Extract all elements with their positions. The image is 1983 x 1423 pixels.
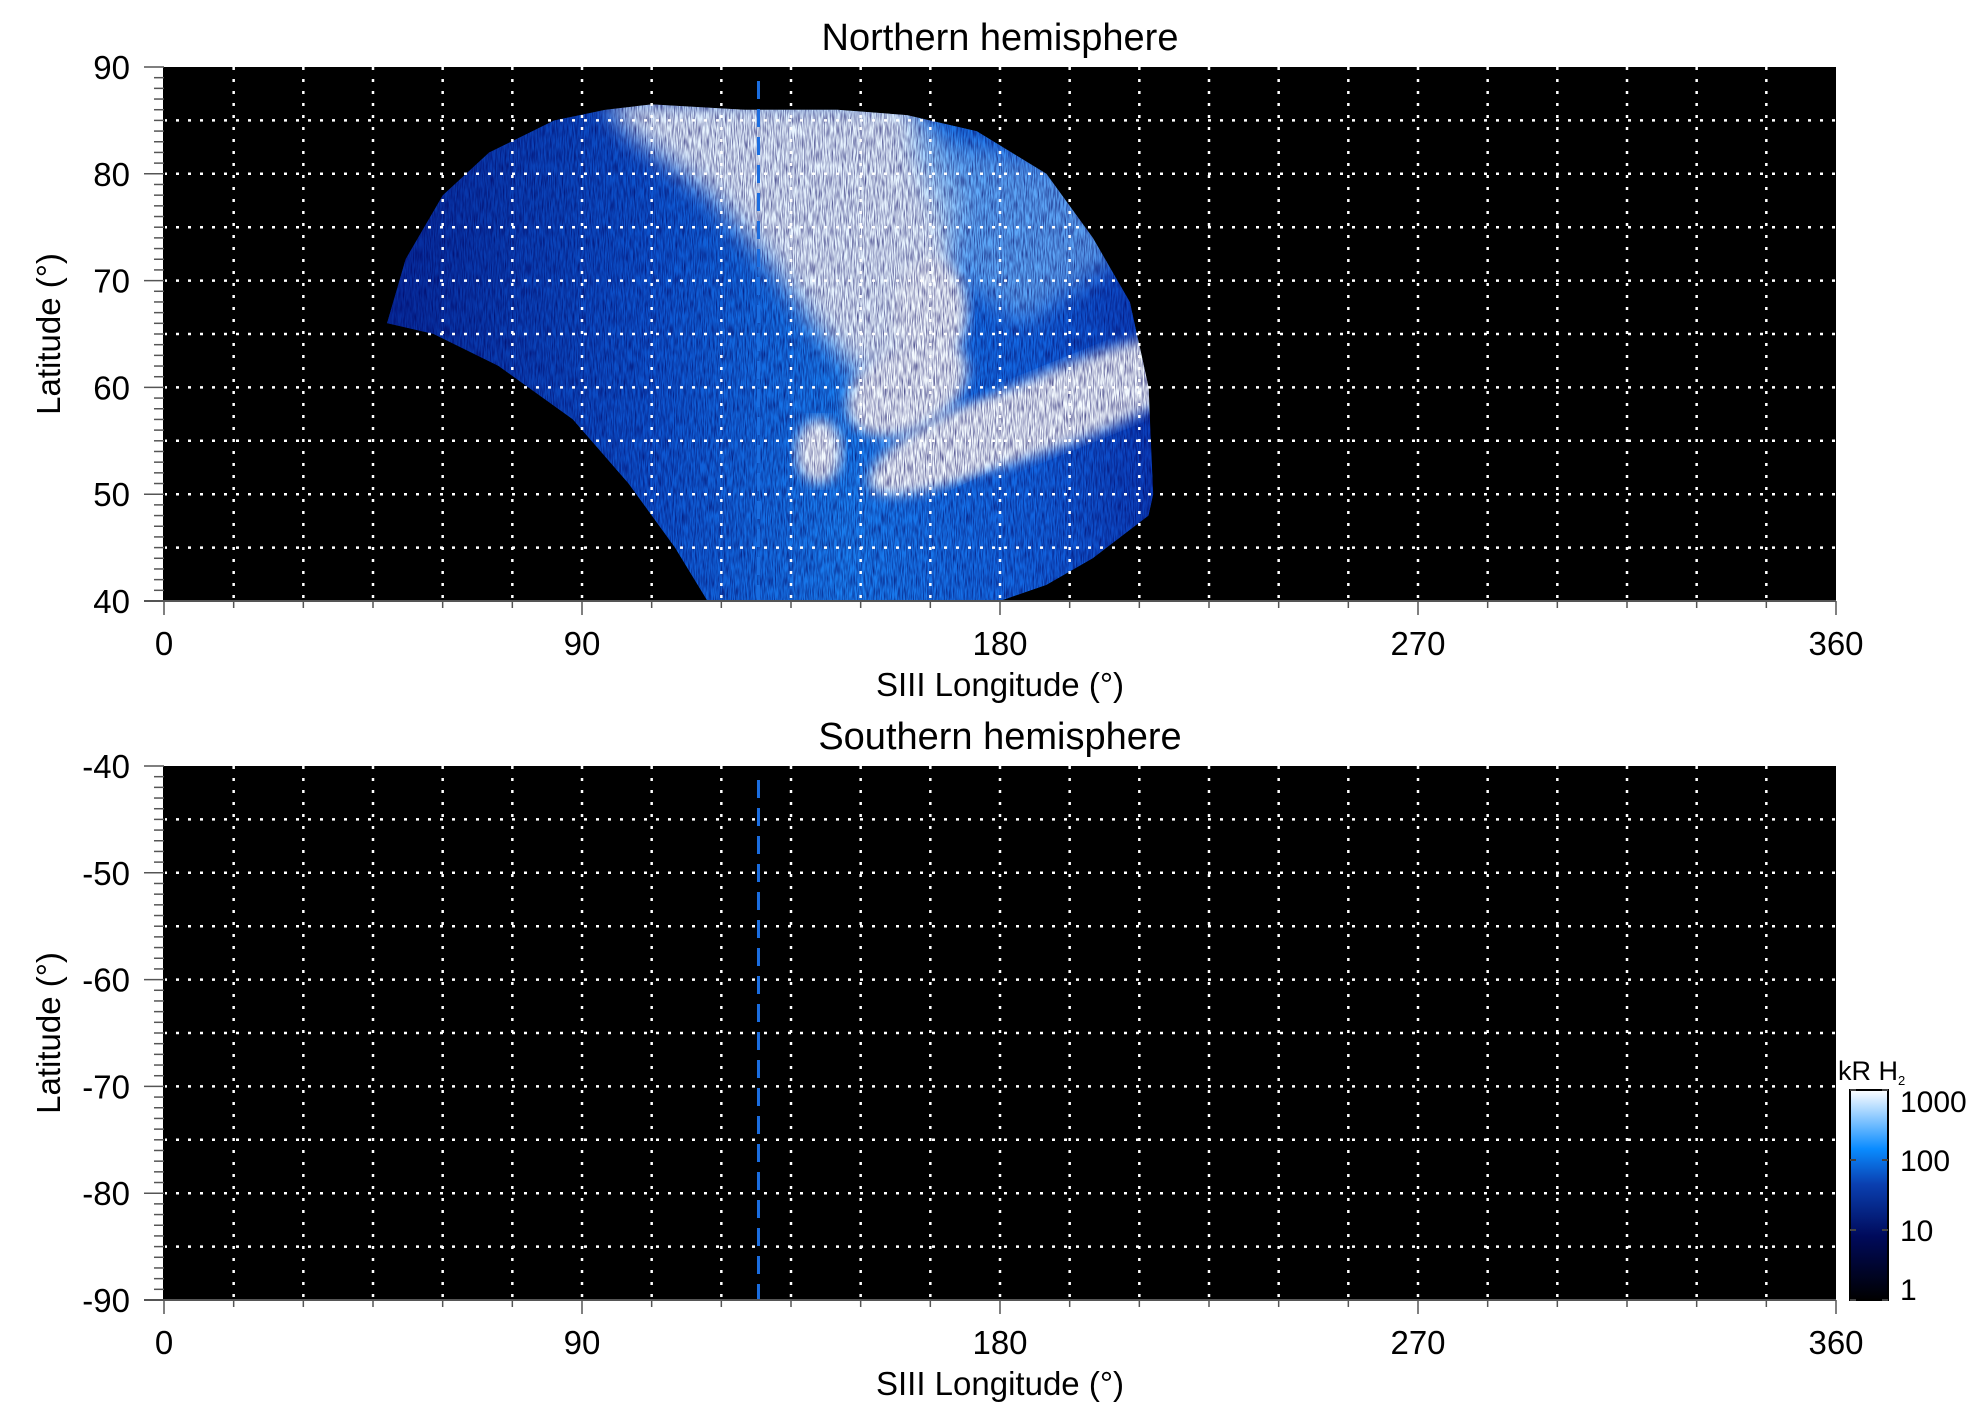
panel-title: Northern hemisphere: [822, 17, 1179, 59]
x-tick-label: 90: [564, 1324, 601, 1361]
y-tick-label: 40: [93, 583, 130, 620]
x-axis-label: SIII Longitude (°): [876, 1365, 1124, 1402]
panel-title: Southern hemisphere: [818, 716, 1181, 758]
y-axis-label: Latitude (°): [30, 952, 67, 1114]
x-tick-label: 360: [1808, 1324, 1863, 1361]
y-axis-label: Latitude (°): [30, 253, 67, 415]
y-tick-label: -40: [82, 748, 130, 785]
southern-hemisphere-panel: 0 90 180 270 360 -40 -50 -60 -70 -80 -90 Southern h…: [30, 716, 1864, 1402]
y-tick-label: -90: [82, 1282, 130, 1319]
y-tick-label: 80: [93, 156, 130, 193]
colorbar-label: kR H2: [1838, 1056, 1905, 1088]
y-tick-label: 70: [93, 263, 130, 300]
x-tick-label: 360: [1808, 625, 1863, 662]
colorbar-gradient: [1849, 1089, 1889, 1301]
northern-hemisphere-panel: 0 90 180 270 360 40 50 60 70 80 90 Northern hemisph…: [30, 17, 1864, 703]
y-tick-label: 60: [93, 369, 130, 406]
x-tick-label: 0: [155, 625, 173, 662]
x-tick-label: 270: [1390, 625, 1445, 662]
y-tick-label: -60: [82, 962, 130, 999]
x-tick-label: 270: [1390, 1324, 1445, 1361]
x-tick-label: 180: [972, 625, 1027, 662]
colorbar-tick-label: 1000: [1900, 1086, 1967, 1119]
colorbar: kR H2 1 10 100 1000: [1838, 1056, 1967, 1307]
x-axis-label: SIII Longitude (°): [876, 666, 1124, 703]
x-tick-label: 180: [972, 1324, 1027, 1361]
y-tick-label: -50: [82, 855, 130, 892]
x-tick-label: 90: [564, 625, 601, 662]
y-tick-label: -70: [82, 1068, 130, 1105]
y-tick-label: 50: [93, 476, 130, 513]
colorbar-tick-label: 1: [1900, 1274, 1917, 1307]
y-tick-label: 90: [93, 49, 130, 86]
x-tick-label: 0: [155, 1324, 173, 1361]
colorbar-tick-label: 10: [1900, 1215, 1933, 1248]
colorbar-tick-label: 100: [1900, 1145, 1950, 1178]
y-tick-label: -80: [82, 1175, 130, 1212]
